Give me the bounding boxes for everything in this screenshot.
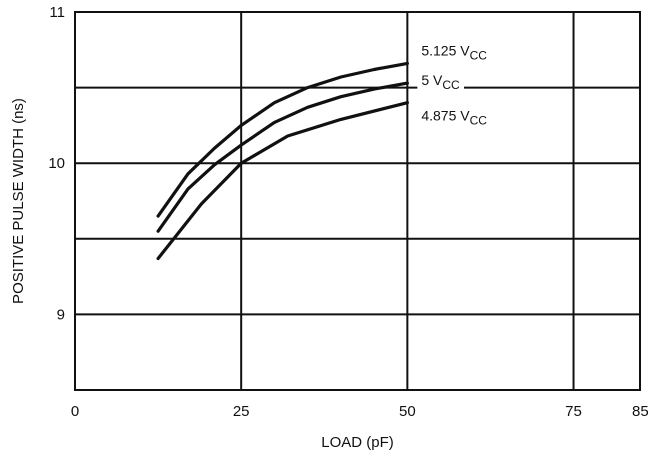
series-label: 5.125 VCC [421, 42, 487, 62]
x-tick-label: 75 [565, 403, 582, 420]
grid [74, 11, 641, 391]
x-axis-title: LOAD (pF) [321, 434, 394, 451]
series-line [156, 81, 409, 233]
tick-labels: 0 25 50 75 85 9 10 11 [48, 4, 648, 420]
series-label-bg [417, 106, 492, 127]
series [156, 61, 409, 261]
series-labels: 5.125 VCC 5 VCC 4.875 VCC [417, 41, 492, 128]
series-label-bg [417, 41, 492, 62]
y-axis-title: POSITIVE PULSE WIDTH (ns) [10, 98, 27, 304]
x-tick-label: 0 [71, 403, 79, 420]
x-tick-label: 50 [399, 403, 416, 420]
series-label: 5 VCC [421, 72, 460, 92]
series-label: 4.875 VCC [421, 108, 487, 128]
series-line [156, 101, 409, 261]
series-line [156, 61, 409, 218]
x-tick-label: 85 [632, 403, 648, 420]
plot-border [74, 11, 641, 391]
series-label-bg [417, 71, 465, 92]
y-tick-label: 11 [49, 4, 65, 21]
y-tick-label: 9 [57, 306, 65, 323]
y-tick-label: 10 [48, 155, 65, 172]
x-tick-label: 25 [233, 403, 250, 420]
